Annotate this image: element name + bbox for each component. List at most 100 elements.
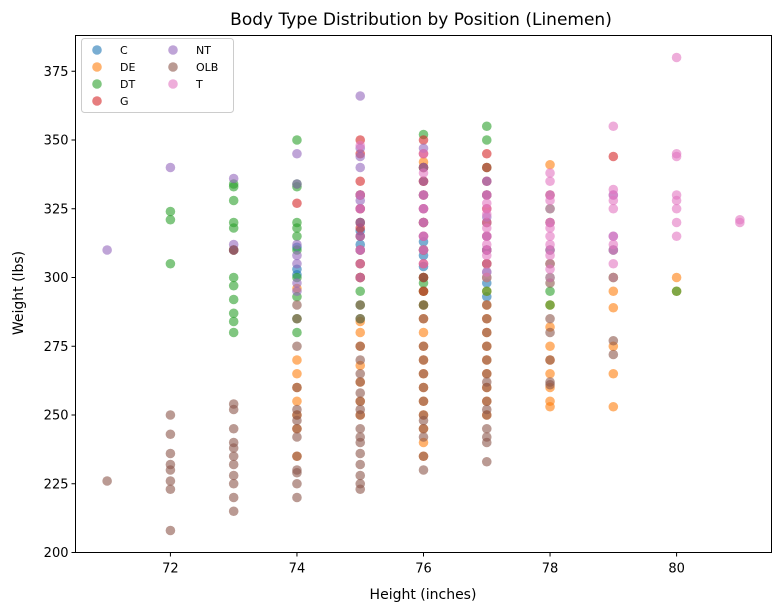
point-olb-71 bbox=[481, 341, 492, 352]
point-t-7 bbox=[418, 168, 429, 178]
point-olb-1 bbox=[165, 410, 176, 420]
x-tick-label-72: 72 bbox=[162, 562, 179, 577]
point-g-4 bbox=[355, 176, 366, 187]
point-dt-9 bbox=[228, 272, 239, 283]
point-olb-2 bbox=[165, 429, 176, 440]
point-de-62 bbox=[608, 286, 619, 297]
x-tick-label-78: 78 bbox=[542, 562, 559, 577]
point-t-14 bbox=[481, 190, 492, 200]
x-axis-label: Height (inches) bbox=[370, 587, 477, 603]
point-t-33 bbox=[545, 223, 555, 233]
point-t-34 bbox=[545, 231, 555, 242]
y-tick-label-375: 375 bbox=[44, 65, 69, 80]
point-olb-14 bbox=[228, 451, 239, 462]
point-olb-27 bbox=[292, 415, 302, 426]
point-nt-11 bbox=[292, 286, 302, 297]
point-de-2 bbox=[292, 368, 302, 379]
point-nt-8 bbox=[292, 250, 302, 261]
point-olb-22 bbox=[292, 313, 302, 324]
point-t-30 bbox=[545, 195, 555, 206]
point-olb-68 bbox=[481, 300, 492, 310]
point-de-1 bbox=[292, 355, 302, 365]
point-t-19 bbox=[481, 223, 492, 233]
point-nt-7 bbox=[292, 239, 302, 250]
point-t-46 bbox=[608, 231, 619, 242]
point-t-2 bbox=[355, 203, 366, 214]
point-t-37 bbox=[545, 250, 555, 261]
point-g-24 bbox=[418, 286, 429, 297]
point-olb-41 bbox=[355, 377, 366, 387]
legend-label-dt: DT bbox=[120, 78, 135, 91]
point-t-55 bbox=[671, 195, 682, 206]
point-nt-24 bbox=[418, 176, 429, 187]
point-de-27 bbox=[418, 327, 429, 338]
point-nt-10 bbox=[292, 278, 302, 288]
x-axis: 72 74 76 78 80 bbox=[162, 552, 685, 577]
point-olb-32 bbox=[292, 467, 302, 478]
point-t-9 bbox=[418, 203, 429, 214]
point-olb-38 bbox=[355, 341, 366, 352]
point-dt-31 bbox=[355, 286, 366, 297]
point-dt-43 bbox=[481, 121, 492, 132]
point-t-20 bbox=[481, 231, 492, 242]
point-t-17 bbox=[481, 209, 492, 220]
point-de-49 bbox=[545, 159, 555, 170]
point-t-11 bbox=[418, 231, 429, 242]
legend-marker-olb bbox=[168, 62, 178, 72]
point-dt-10 bbox=[228, 280, 239, 291]
point-nt-5 bbox=[292, 148, 302, 159]
point-olb-61 bbox=[418, 396, 429, 407]
point-olb-43 bbox=[355, 396, 366, 407]
point-t-3 bbox=[355, 245, 366, 255]
point-olb-51 bbox=[355, 470, 366, 481]
point-t-51 bbox=[671, 52, 682, 63]
point-olb-33 bbox=[292, 478, 302, 489]
point-olb-66 bbox=[418, 451, 429, 462]
y-tick-label-350: 350 bbox=[44, 134, 69, 149]
point-olb-28 bbox=[292, 423, 302, 434]
point-t-26 bbox=[481, 272, 492, 283]
point-olb-49 bbox=[355, 448, 366, 459]
legend-label-g: G bbox=[120, 95, 129, 108]
point-g-13 bbox=[418, 135, 429, 145]
point-nt-0 bbox=[102, 245, 112, 255]
point-dt-19 bbox=[292, 223, 302, 233]
point-olb-18 bbox=[228, 492, 239, 503]
point-t-50 bbox=[608, 272, 619, 283]
point-olb-42 bbox=[355, 388, 366, 398]
point-t-53 bbox=[671, 151, 682, 162]
point-nt-2 bbox=[228, 173, 239, 184]
legend-marker-t bbox=[168, 79, 178, 89]
point-dt-5 bbox=[228, 195, 239, 206]
point-de-60 bbox=[545, 401, 555, 412]
point-de-63 bbox=[608, 302, 619, 313]
point-olb-7 bbox=[165, 484, 176, 495]
legend-marker-g bbox=[92, 96, 102, 106]
legend-label-nt: NT bbox=[196, 44, 211, 57]
point-t-13 bbox=[418, 258, 429, 269]
point-g-1 bbox=[292, 198, 302, 209]
point-olb-89 bbox=[608, 335, 619, 346]
point-t-27 bbox=[545, 168, 555, 178]
point-olb-3 bbox=[165, 448, 176, 459]
legend-marker-dt bbox=[92, 79, 102, 89]
point-t-5 bbox=[355, 272, 366, 283]
point-dt-13 bbox=[228, 316, 239, 327]
point-olb-54 bbox=[418, 272, 429, 283]
point-g-25 bbox=[481, 148, 492, 159]
point-olb-84 bbox=[545, 313, 555, 324]
point-t-10 bbox=[418, 217, 429, 228]
point-g-34 bbox=[608, 151, 619, 162]
x-tick-label-80: 80 bbox=[668, 562, 685, 577]
point-t-24 bbox=[481, 258, 492, 269]
point-t-6 bbox=[418, 148, 429, 159]
point-t-31 bbox=[545, 203, 555, 214]
point-t-1 bbox=[355, 190, 366, 200]
point-olb-40 bbox=[355, 368, 366, 379]
point-nt-6 bbox=[292, 179, 302, 189]
point-dt-44 bbox=[481, 135, 492, 145]
point-dt-0 bbox=[165, 206, 176, 217]
point-olb-37 bbox=[355, 313, 366, 324]
point-dt-15 bbox=[292, 135, 302, 145]
point-olb-29 bbox=[292, 432, 302, 442]
